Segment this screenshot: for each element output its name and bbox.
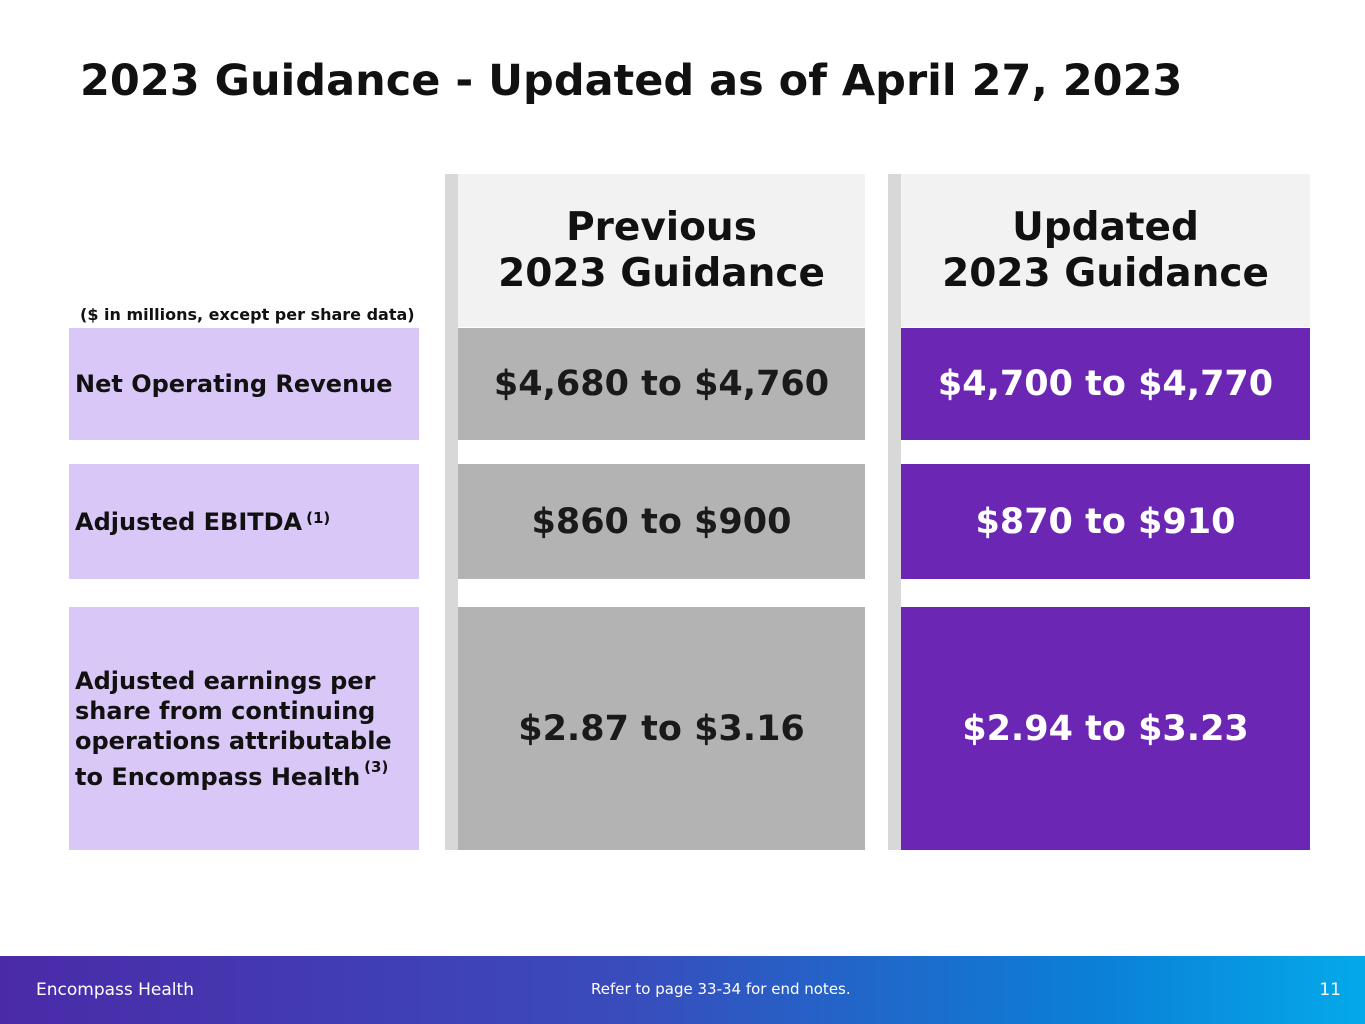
row-label-adjusted-eps: Adjusted earnings per share from continu… bbox=[69, 607, 419, 850]
updated-net-operating-revenue: $4,700 to $4,770 bbox=[901, 328, 1310, 440]
row-label-line: operations attributable bbox=[75, 726, 392, 755]
previous-adjusted-eps: $2.87 to $3.16 bbox=[458, 607, 865, 850]
endnote-ref: (3) bbox=[364, 757, 389, 776]
row-label-adjusted-ebitda: Adjusted EBITDA (1) bbox=[69, 464, 419, 579]
footer-endnotes-reference: Refer to page 33-34 for end notes. bbox=[591, 980, 851, 998]
row-label-text: Adjusted EBITDA bbox=[75, 507, 303, 536]
previous-header-line2: 2023 Guidance bbox=[498, 250, 825, 296]
footer-bar: Encompass Health Refer to page 33-34 for… bbox=[0, 956, 1365, 1024]
previous-guidance-header: Previous 2023 Guidance bbox=[458, 174, 865, 327]
updated-header-line2: 2023 Guidance bbox=[942, 250, 1269, 296]
row-label-net-operating-revenue: Net Operating Revenue bbox=[69, 328, 419, 440]
endnote-ref: (1) bbox=[306, 508, 331, 527]
footer-company-name: Encompass Health bbox=[36, 980, 194, 1000]
page-title: 2023 Guidance - Updated as of April 27, … bbox=[80, 56, 1183, 106]
row-label-line: share from continuing bbox=[75, 696, 376, 725]
page-number: 11 bbox=[1319, 980, 1341, 1000]
row-label-text: Net Operating Revenue bbox=[75, 370, 393, 398]
previous-header-line1: Previous bbox=[566, 204, 757, 250]
updated-header-line1: Updated bbox=[1012, 204, 1199, 250]
updated-column-strip bbox=[888, 174, 901, 850]
updated-adjusted-eps: $2.94 to $3.23 bbox=[901, 607, 1310, 850]
updated-adjusted-ebitda: $870 to $910 bbox=[901, 464, 1310, 579]
row-label-line: to Encompass Health bbox=[75, 762, 361, 791]
previous-adjusted-ebitda: $860 to $900 bbox=[458, 464, 865, 579]
updated-guidance-header: Updated 2023 Guidance bbox=[901, 174, 1310, 327]
units-note: ($ in millions, except per share data) bbox=[80, 305, 415, 324]
previous-net-operating-revenue: $4,680 to $4,760 bbox=[458, 328, 865, 440]
row-label-line: Adjusted earnings per bbox=[75, 666, 376, 695]
previous-column-strip bbox=[445, 174, 458, 850]
